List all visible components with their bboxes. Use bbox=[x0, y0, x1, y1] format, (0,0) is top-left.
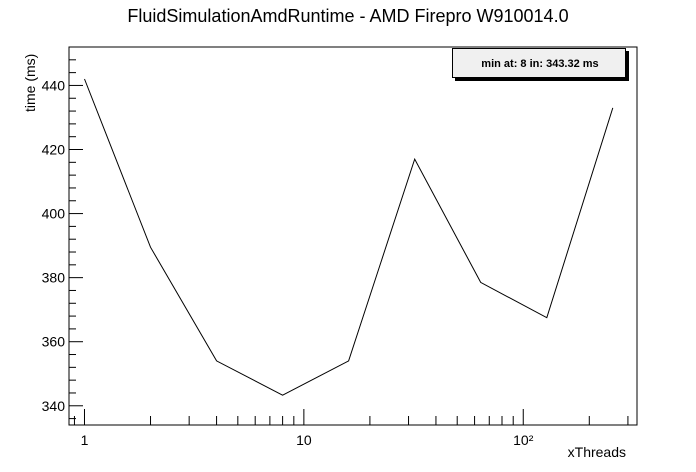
x-tick-label: 10 bbox=[296, 432, 312, 448]
y-tick-label: 380 bbox=[42, 270, 66, 286]
y-axis-label: time (ms) bbox=[22, 53, 38, 112]
x-tick-label: 10² bbox=[513, 432, 534, 448]
x-tick-label: 1 bbox=[81, 432, 89, 448]
x-axis-label: xThreads bbox=[567, 444, 626, 460]
y-tick-label: 400 bbox=[42, 206, 66, 222]
chart-title: FluidSimulationAmdRuntime - AMD Firepro … bbox=[127, 6, 569, 26]
y-tick-label: 340 bbox=[42, 398, 66, 414]
stats-annotation: min at: 8 in: 343.32 ms bbox=[481, 58, 599, 70]
plot-frame bbox=[68, 46, 638, 426]
y-tick-label: 360 bbox=[42, 334, 66, 350]
y-tick-label: 440 bbox=[42, 77, 66, 93]
series-line bbox=[84, 78, 614, 396]
stats-box: min at: 8 in: 343.32 ms bbox=[452, 48, 626, 78]
y-tick-label: 420 bbox=[42, 142, 66, 158]
